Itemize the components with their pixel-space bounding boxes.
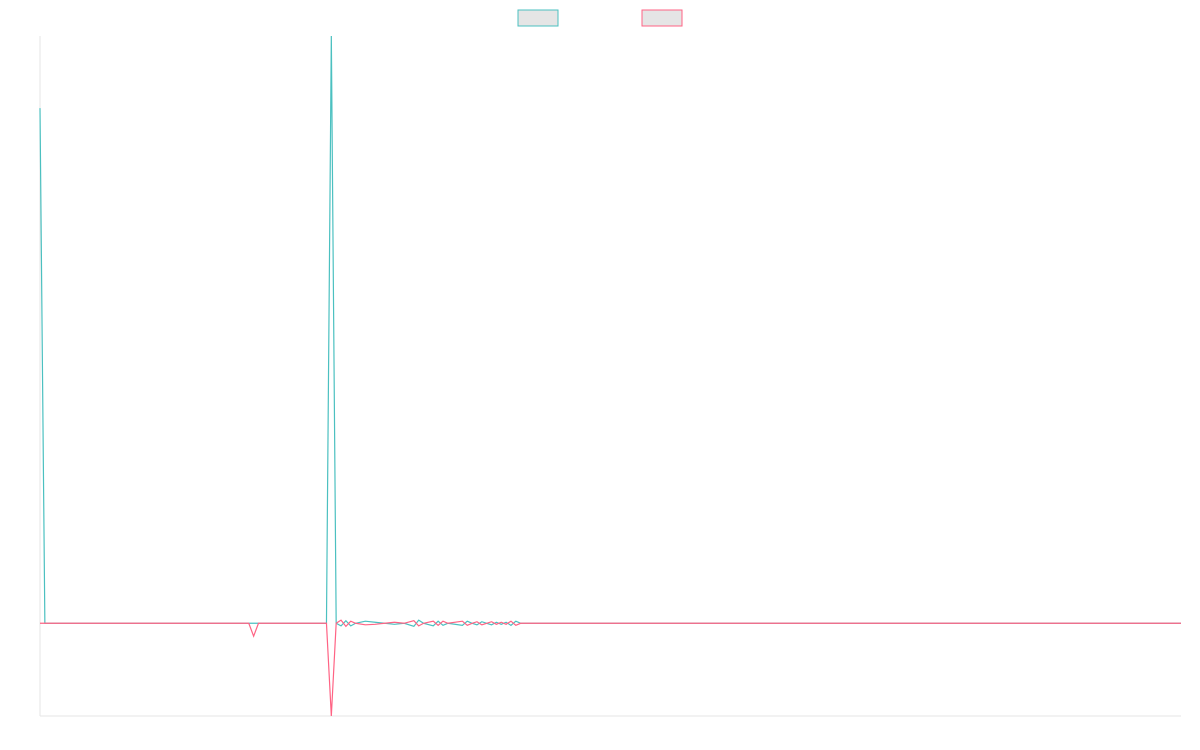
legend-swatch-1[interactable] [517, 9, 559, 27]
axes [39, 36, 1181, 717]
series-layer [39, 35, 1181, 717]
series-line-1 [39, 35, 1181, 628]
legend [517, 9, 683, 27]
legend-swatch-2[interactable] [641, 9, 683, 27]
series-line-2 [40, 619, 1181, 717]
